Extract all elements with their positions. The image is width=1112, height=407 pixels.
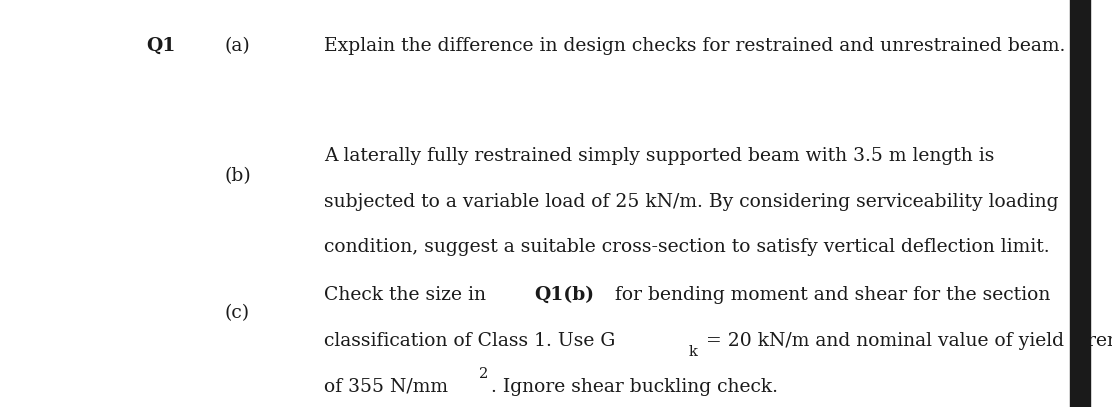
Text: = 20 kN/m and nominal value of yield strength: = 20 kN/m and nominal value of yield str…: [699, 332, 1112, 350]
Text: Check the size in: Check the size in: [324, 286, 492, 304]
Text: A laterally fully restrained simply supported beam with 3.5 m length is: A laterally fully restrained simply supp…: [324, 147, 994, 165]
Text: Explain the difference in design checks for restrained and unrestrained beam.: Explain the difference in design checks …: [324, 37, 1065, 55]
Text: (c): (c): [225, 304, 250, 322]
Text: . Ignore shear buckling check.: . Ignore shear buckling check.: [490, 378, 777, 396]
Text: 2: 2: [479, 367, 488, 381]
Text: Q1: Q1: [146, 37, 176, 55]
Text: for bending moment and shear for the section: for bending moment and shear for the sec…: [609, 286, 1051, 304]
Text: (a): (a): [225, 37, 250, 55]
Text: condition, suggest a suitable cross-section to satisfy vertical deflection limit: condition, suggest a suitable cross-sect…: [324, 239, 1050, 256]
Text: classification of Class 1. Use G: classification of Class 1. Use G: [324, 332, 615, 350]
Text: (b): (b): [225, 166, 251, 185]
Text: subjected to a variable load of 25 kN/m. By considering serviceability loading: subjected to a variable load of 25 kN/m.…: [324, 193, 1059, 210]
Text: of 355 N/mm: of 355 N/mm: [324, 378, 448, 396]
Text: k: k: [688, 345, 697, 359]
Text: Q1(b): Q1(b): [534, 286, 594, 304]
Bar: [1071, 0, 1090, 407]
